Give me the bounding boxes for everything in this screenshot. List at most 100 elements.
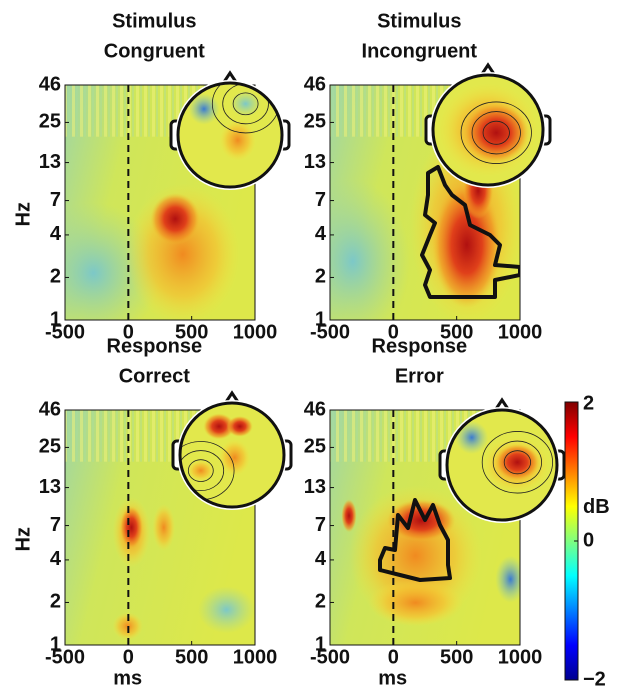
scalp-fill	[178, 83, 282, 187]
scalp-spot	[219, 439, 251, 476]
y-tick-label: 2	[315, 266, 326, 288]
y-tick-label: 2	[50, 591, 61, 613]
y-tick-label: 46	[39, 73, 61, 95]
scalp-contour	[481, 431, 554, 494]
scalp-spot	[187, 460, 214, 481]
x-tick-label: 1000	[233, 321, 278, 343]
power-blob	[152, 504, 176, 551]
y-tick-label: 13	[304, 476, 326, 498]
significance-contour	[420, 165, 520, 299]
y-tick-label: 7	[315, 189, 326, 211]
x-tick-label: -500	[45, 646, 85, 668]
y-tick-label: 4	[315, 223, 327, 245]
x-tick-label: -500	[310, 646, 350, 668]
scalp-contour	[460, 101, 532, 164]
scalp-contour	[471, 111, 521, 155]
x-axis-label: ms	[113, 667, 142, 689]
x-tick-label: -500	[45, 321, 85, 343]
power-blob	[150, 193, 200, 245]
scalp-fill	[447, 410, 557, 520]
panel-title: Congruent	[104, 40, 205, 62]
power-blob	[120, 506, 143, 549]
y-tick-label: 1	[315, 308, 326, 330]
scalp-fill	[433, 75, 543, 185]
axes-frame	[329, 409, 521, 646]
y-tick-label: 7	[315, 514, 326, 536]
colorbar-label: dB	[583, 496, 610, 518]
x-tick-label: 500	[175, 646, 208, 668]
power-blob	[330, 179, 410, 320]
scalp-contour	[180, 450, 225, 492]
scalp-spot	[495, 444, 540, 481]
y-tick-label: 1	[50, 633, 61, 655]
panel: -500 0 500 1000 1 2 4 7 13 25 46 Stimulus Incongruen…	[304, 10, 552, 343]
scalp-map	[171, 390, 293, 510]
y-tick-label: 1	[50, 308, 61, 330]
scalp-outline	[431, 73, 545, 187]
y-axis-label: Hz	[12, 202, 34, 226]
scalp-spot	[226, 416, 253, 437]
y-tick-label: 2	[50, 266, 61, 288]
axes-frame	[329, 84, 521, 321]
scalp-map	[169, 70, 291, 190]
y-tick-label: 1	[315, 633, 326, 655]
y-tick-label: 4	[315, 548, 327, 570]
colorbar-tick-label: 2	[583, 392, 594, 414]
x-tick-label: 0	[123, 321, 134, 343]
panel: -500 0 500 1000 1 2 4 7 13 25 46 Response Error ms	[304, 335, 566, 689]
y-tick-label: 13	[304, 151, 326, 173]
y-tick-label: 7	[50, 514, 61, 536]
panel-title: Response	[372, 335, 468, 357]
x-tick-label: 1000	[233, 646, 278, 668]
scalp-spot	[230, 90, 262, 117]
y-tick-label: 13	[39, 151, 61, 173]
x-axis-label: ms	[378, 667, 407, 689]
scalp-outline	[445, 408, 559, 522]
scalp-contour	[492, 440, 543, 484]
colorbar-tick-label: 0	[583, 529, 594, 551]
scalp-map	[424, 62, 552, 188]
scalp-spot	[219, 119, 256, 161]
power-blob	[341, 499, 357, 533]
panel: -500 0 500 1000 1 2 4 7 13 25 46 Response Correct Hz m…	[12, 335, 293, 689]
scalp-map	[438, 397, 566, 523]
scalp-spot	[188, 93, 220, 125]
scalp-spot	[203, 413, 235, 440]
power-blob	[368, 579, 463, 627]
x-tick-label: 0	[388, 646, 399, 668]
y-tick-label: 7	[50, 189, 61, 211]
y-tick-label: 13	[39, 476, 61, 498]
scalp-contour	[187, 459, 214, 482]
y-tick-label: 25	[304, 436, 326, 458]
y-axis-label: Hz	[12, 527, 34, 551]
axes-frame	[64, 84, 256, 321]
y-tick-label: 4	[50, 548, 62, 570]
colorbar-tick-label: −2	[583, 668, 606, 690]
scalp-spot	[455, 421, 489, 454]
panel-title: Incongruent	[362, 40, 478, 62]
y-tick-label: 46	[304, 73, 326, 95]
panel: -500 0 500 1000 1 2 4 7 13 25 46 Stimulus Congruent H…	[12, 10, 291, 343]
panel-title: Stimulus	[112, 10, 196, 32]
y-tick-label: 2	[315, 591, 326, 613]
power-blob	[387, 499, 456, 542]
x-tick-label: 0	[388, 321, 399, 343]
panel-title: Correct	[119, 365, 190, 387]
power-blob	[198, 586, 255, 634]
scalp-fill	[180, 403, 284, 507]
x-tick-label: 1000	[498, 646, 543, 668]
y-tick-label: 25	[39, 436, 61, 458]
scalp-outline	[176, 81, 284, 189]
x-tick-label: 500	[440, 321, 473, 343]
power-blob	[495, 555, 520, 603]
x-tick-label: 500	[440, 646, 473, 668]
y-tick-label: 4	[50, 223, 62, 245]
scalp-contour	[232, 92, 259, 116]
x-tick-label: -500	[310, 321, 350, 343]
y-tick-label: 25	[39, 111, 61, 133]
x-tick-label: 500	[175, 321, 208, 343]
x-tick-label: 1000	[498, 321, 543, 343]
panel-title: Response	[107, 335, 203, 357]
scalp-contour	[503, 450, 532, 475]
